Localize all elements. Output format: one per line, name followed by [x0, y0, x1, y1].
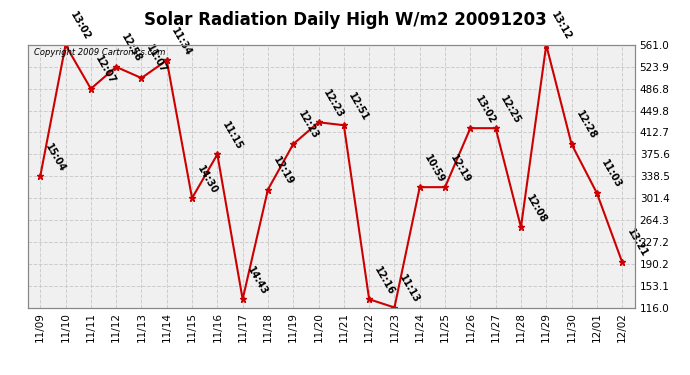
Text: 14:43: 14:43 — [246, 265, 270, 297]
Text: 12:19: 12:19 — [270, 155, 295, 187]
Text: 13:21: 13:21 — [625, 228, 649, 259]
Text: Copyright 2009 Cartronics.com: Copyright 2009 Cartronics.com — [34, 48, 165, 57]
Text: 13:02: 13:02 — [68, 10, 92, 42]
Text: 12:16: 12:16 — [372, 265, 396, 297]
Text: 12:07: 12:07 — [94, 54, 118, 86]
Text: 12:28: 12:28 — [574, 110, 598, 141]
Text: 11:34: 11:34 — [170, 26, 194, 57]
Text: 12:23: 12:23 — [322, 88, 346, 120]
Text: 12:25: 12:25 — [498, 93, 522, 125]
Text: 11:13: 11:13 — [397, 273, 422, 305]
Text: Solar Radiation Daily High W/m2 20091203: Solar Radiation Daily High W/m2 20091203 — [144, 11, 546, 29]
Text: 11:03: 11:03 — [600, 158, 624, 190]
Text: 10:59: 10:59 — [422, 153, 446, 184]
Text: 12:51: 12:51 — [346, 91, 371, 123]
Text: 14:30: 14:30 — [195, 164, 219, 195]
Text: 12:23: 12:23 — [296, 110, 320, 141]
Text: 11:07: 11:07 — [144, 44, 168, 75]
Text: 12:58: 12:58 — [119, 32, 143, 64]
Text: 13:12: 13:12 — [549, 10, 573, 42]
Text: 12:19: 12:19 — [448, 153, 472, 184]
Text: 12:08: 12:08 — [524, 192, 548, 225]
Text: 15:04: 15:04 — [43, 142, 67, 174]
Text: 13:02: 13:02 — [473, 93, 497, 125]
Text: 11:15: 11:15 — [220, 120, 244, 152]
